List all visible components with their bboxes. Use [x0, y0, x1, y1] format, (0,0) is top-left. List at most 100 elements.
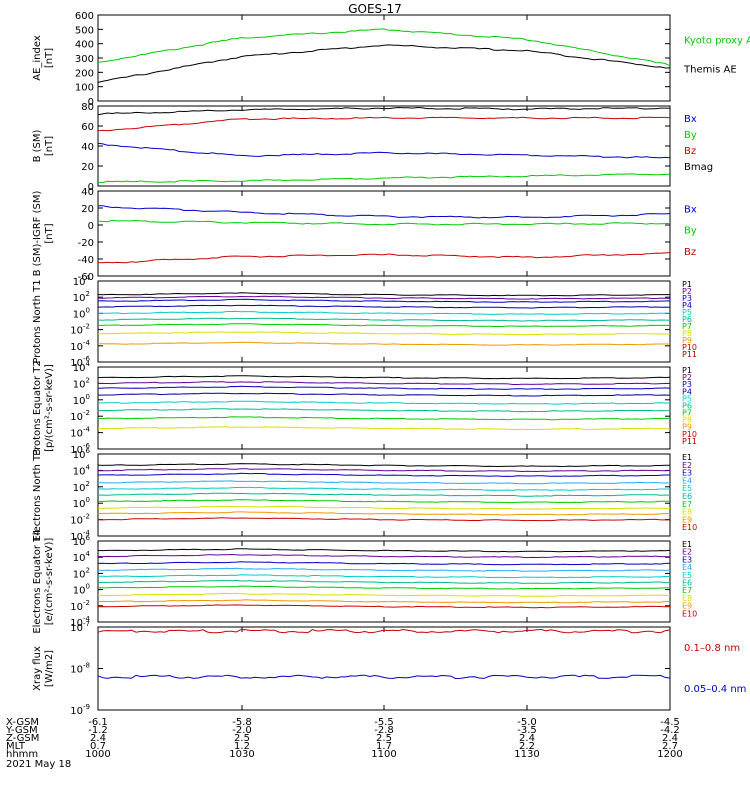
series-line — [97, 567, 671, 572]
ephemeris-label: MLT — [6, 741, 26, 752]
legend-label: P1 — [682, 280, 692, 289]
y-tick-exponent: 4 — [86, 274, 91, 282]
ephemeris-value: -2.8 — [374, 725, 394, 736]
y-tick-exponent: 2 — [86, 566, 90, 574]
series-line — [97, 604, 670, 609]
ephemeris-label: hhmm — [6, 749, 38, 760]
ephemeris-value: -3.5 — [517, 725, 537, 736]
y-axis-label: Protons Equator T2[p/(cm²-s-sr-keV)] — [32, 360, 55, 456]
series-line — [97, 561, 671, 566]
ephemeris-label: Y-GSM — [5, 725, 38, 736]
legend-label: P10 — [682, 343, 697, 352]
y-axis-label-unit: [W/m2] — [44, 650, 55, 687]
y-axis-label-line: B (SM)-IGRF (SM) — [32, 191, 43, 277]
y-tick-exponent: 2 — [86, 376, 90, 384]
y-tick-label: 10-7 — [70, 620, 90, 634]
series-line — [97, 463, 670, 468]
ephemeris-value: 1030 — [229, 749, 254, 760]
series-line — [97, 505, 671, 510]
y-tick-exponent: -6 — [83, 355, 91, 363]
ephemeris-value: 2.5 — [376, 733, 392, 744]
ephemeris-value: 2.4 — [519, 733, 535, 744]
y-tick-label: -20 — [78, 238, 94, 249]
y-tick-exponent: -2 — [83, 409, 90, 417]
y-axis-label: Electrons Equator T4[e/(cm²-s-sr-keV)] — [32, 529, 55, 633]
y-axis-label-line: Protons Equator T2 — [32, 360, 43, 456]
legend-label: P1 — [682, 366, 692, 375]
y-tick-exponent: 4 — [86, 463, 91, 471]
y-tick-label: 106 — [73, 534, 91, 548]
legend-label: Bz — [684, 247, 696, 258]
series-line — [97, 310, 671, 315]
ephemeris-value: 1100 — [371, 749, 396, 760]
legend-label: 0.05–0.4 nm — [684, 684, 746, 695]
ephemeris-value: 1200 — [657, 749, 682, 760]
series-line — [97, 116, 671, 132]
y-tick-label: 104 — [73, 463, 91, 477]
y-tick-label: 100 — [75, 83, 94, 94]
legend-label: P2 — [682, 287, 692, 296]
y-tick-label: 40 — [81, 142, 94, 153]
ephemeris-value: -5.5 — [374, 717, 394, 728]
y-tick-label: 104 — [73, 360, 91, 374]
y-tick-label: 10-9 — [70, 703, 90, 717]
y-tick-exponent: -2 — [83, 513, 90, 521]
legend-label: P9 — [682, 423, 692, 432]
y-tick-label: 100 — [73, 306, 90, 320]
legend-label: By — [684, 226, 697, 237]
series-line — [97, 553, 671, 559]
legend-label: P7 — [682, 409, 692, 418]
y-tick-exponent: -2 — [83, 599, 90, 607]
legend-label: E5 — [682, 571, 692, 580]
y-axis-label-unit: [nT] — [44, 48, 55, 68]
legend-label: Themis AE — [683, 64, 737, 75]
y-axis-label-line: Xray flux — [32, 646, 43, 691]
series-line — [97, 304, 671, 309]
legend-label: 0.1–0.8 nm — [684, 643, 740, 654]
y-tick-label: 400 — [75, 40, 94, 51]
ephemeris-value: 1.2 — [234, 741, 250, 752]
series-line — [97, 219, 671, 226]
y-axis-label: Electrons North T3 — [32, 448, 43, 541]
legend-label: P11 — [682, 350, 697, 359]
panel-frame — [97, 366, 671, 450]
legend-label: P9 — [682, 336, 692, 345]
legend-label: P6 — [682, 315, 692, 324]
legend-label: E4 — [682, 476, 692, 485]
ephemeris-value: -4.2 — [660, 725, 680, 736]
y-tick-label: 40 — [81, 187, 94, 198]
ephemeris-value: 2.7 — [662, 741, 678, 752]
series-line — [97, 599, 671, 604]
legend-label: Kyoto proxy AE — [684, 36, 750, 47]
legend-label: E9 — [682, 602, 692, 611]
y-tick-label: 10-2 — [70, 409, 90, 423]
legend-label: E2 — [682, 461, 692, 470]
y-tick-label: 0 — [88, 97, 94, 108]
legend-label: E4 — [682, 563, 692, 572]
y-tick-label: 106 — [73, 447, 91, 461]
series-line — [97, 44, 671, 83]
series-line — [98, 392, 671, 397]
ephemeris-value: 2.2 — [519, 741, 535, 752]
y-tick-label: 100 — [73, 393, 90, 407]
legend-label: E8 — [682, 508, 692, 517]
series-line — [97, 499, 670, 504]
series-line — [97, 385, 671, 390]
ephemeris-value: -6.1 — [88, 717, 108, 728]
series-line — [98, 295, 671, 300]
legend-label: Bz — [684, 146, 696, 157]
panel-frame — [97, 626, 671, 711]
series-line — [98, 323, 671, 327]
y-tick-label: 60 — [81, 122, 94, 133]
ephemeris-value: 2.5 — [234, 733, 250, 744]
y-axis-label: B (SM)[nT] — [32, 129, 55, 162]
y-tick-exponent: -6 — [83, 442, 91, 450]
y-axis-label: AE_index[nT] — [32, 35, 55, 81]
y-tick-label: 500 — [75, 25, 94, 36]
y-tick-exponent: 0 — [86, 393, 90, 401]
y-tick-label: 100 — [73, 496, 90, 510]
legend-label: P8 — [682, 329, 692, 338]
series-line — [97, 426, 671, 431]
y-tick-label: 0 — [88, 221, 94, 232]
